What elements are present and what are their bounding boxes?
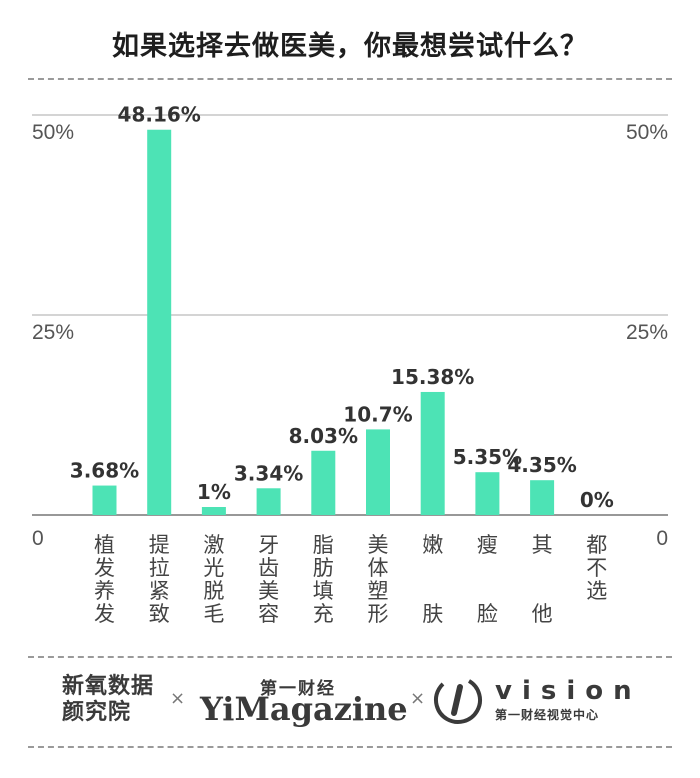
separator-1: × <box>170 688 186 709</box>
brand-vision-wordmark: vision <box>495 676 642 706</box>
bar-chart: 0 0 25% 25% 50% 50% 3.68% 植发养发 48.16% 提拉紧致 1% 激光脱毛 3… <box>32 103 668 626</box>
bar-value-label: 8.03% <box>289 424 358 448</box>
bar-value-label: 48.16% <box>118 103 201 127</box>
bar-value-label: 10.7% <box>343 402 412 426</box>
bar <box>92 485 117 515</box>
bar-value-label: 15.38% <box>391 365 474 389</box>
x-category-label: 其他 <box>532 533 553 626</box>
bar <box>147 129 172 515</box>
bar-value-label: 1% <box>197 480 231 504</box>
bar <box>530 480 555 515</box>
x-category-label: 瘦脸 <box>477 533 498 626</box>
x-category-label: 激光脱毛 <box>203 533 224 626</box>
bar-value-label: 5.35% <box>453 445 522 469</box>
bar-value-label: 3.34% <box>234 461 303 485</box>
footer-divider-top <box>28 656 672 658</box>
bar <box>420 391 445 515</box>
footer-divider-bottom <box>28 746 672 748</box>
x-category-label: 美体塑形 <box>368 533 389 626</box>
x-category-label: 牙齿美容 <box>258 533 279 626</box>
x-category-label: 植发养发 <box>94 533 115 626</box>
y-tick-label-left: 25% <box>32 321 74 344</box>
separator-2: × <box>410 688 426 709</box>
bar <box>201 507 226 515</box>
y-tick-label-right: 50% <box>626 121 668 144</box>
bar <box>311 450 336 515</box>
chart-title: 如果选择去做医美，你最想尝试什么？ <box>112 31 588 62</box>
y-tick-label-right: 0 <box>656 527 668 550</box>
y-tick-label-left: 0 <box>32 527 44 550</box>
brand-soyoung-logo: 新氧数据颜究院 <box>62 674 155 725</box>
title-divider <box>28 78 672 80</box>
vision-logo-icon <box>434 676 482 724</box>
x-category-label: 脂肪填充 <box>313 533 334 626</box>
bar <box>475 472 500 515</box>
brand-yicai-text: 第一财经 <box>260 679 336 699</box>
brand-yimagazine-logo: YiMagazine <box>200 690 408 728</box>
y-tick-label-right: 25% <box>626 321 668 344</box>
bar <box>366 429 390 515</box>
bar-value-label: 4.35% <box>507 453 576 477</box>
x-category-label: 嫩肤 <box>422 533 443 626</box>
brand-vision-subtitle: 第一财经视觉中心 <box>495 708 600 722</box>
bar-value-label: 0% <box>580 488 614 512</box>
bar-value-label: 3.68% <box>70 459 139 483</box>
bar <box>256 488 281 515</box>
x-category-label: 提拉紧致 <box>149 533 170 626</box>
y-tick-label-left: 50% <box>32 121 74 144</box>
x-category-label: 都不选 <box>586 533 607 603</box>
